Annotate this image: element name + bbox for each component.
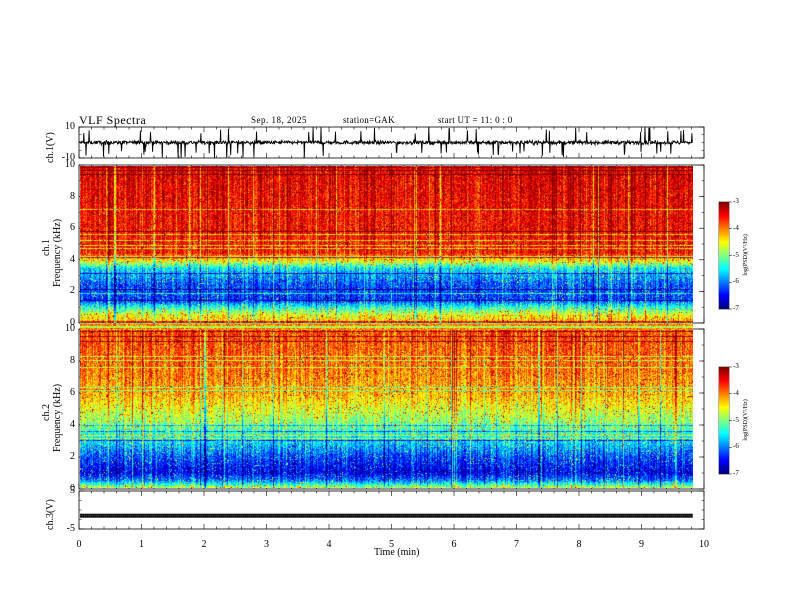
- x-tick-label: 5: [389, 539, 394, 550]
- y-tick-label: 0: [70, 317, 75, 328]
- x-tick-label: 10: [699, 539, 709, 550]
- ch2-colorbar-tick-label: -4: [733, 388, 739, 397]
- x-tick-label: 4: [326, 539, 332, 550]
- y-tick-label: 2: [70, 285, 75, 297]
- start-ut-label: start UT = 11: 0 : 0: [438, 115, 513, 125]
- y-tick-label: 10: [65, 121, 75, 132]
- ch1-ylabel: ch.1(V): [45, 131, 56, 163]
- x-tick-label: 8: [576, 539, 582, 550]
- station-label: station=GAK: [343, 115, 395, 125]
- ch1-colorbar-tick-label: -5: [733, 250, 739, 259]
- y-tick-label: 0: [70, 483, 75, 494]
- ch2-colorbar: [719, 367, 729, 474]
- x-tick-label: 7: [514, 539, 519, 550]
- y-tick-label: 8: [70, 355, 75, 366]
- x-tick-label: 3: [264, 539, 269, 550]
- ch1-ylabel-channel: ch.1: [41, 239, 52, 256]
- x-tick-label: 6: [451, 539, 457, 550]
- ch1-colorbar-tick-label: -7: [733, 304, 739, 312]
- ch2-colorbar-tick-label: -5: [733, 415, 739, 424]
- ch1-colorbar: [719, 202, 729, 309]
- y-tick-label: -10: [61, 152, 75, 163]
- y-tick-label: 10: [65, 159, 75, 170]
- ch2-colorbar-tick-label: -6: [733, 442, 739, 451]
- y-tick-label: 6: [70, 387, 75, 398]
- y-tick-label: 4: [70, 419, 75, 430]
- x-tick-label: 2: [201, 539, 207, 550]
- x-axis-label: Time (min): [374, 547, 420, 558]
- panel-frame-4: [78, 490, 705, 530]
- date-label: Sep. 18, 2025: [251, 115, 307, 125]
- x-tick-label: 9: [639, 539, 644, 550]
- x-tick-label: 0: [76, 539, 82, 550]
- ch2-colorbar-tick-label: -3: [733, 362, 739, 370]
- ch1-ylabel-frequency: Frequency (kHz): [52, 218, 63, 287]
- ch2-spectrogram-canvas: [80, 330, 693, 488]
- figure-title: VLF Spectra: [79, 113, 147, 127]
- y-tick-label: -5: [66, 523, 75, 534]
- ch1-spectrogram-canvas: [80, 166, 693, 331]
- y-tick-label: 5: [70, 485, 75, 496]
- ch1-colorbar-tick-label: -6: [733, 277, 739, 286]
- y-tick-label: 6: [70, 222, 75, 234]
- ch1-colorbar-tick-label: -3: [733, 197, 739, 205]
- ch1-waveform-line: [78, 127, 694, 158]
- y-tick-label: 8: [70, 190, 75, 202]
- ch3-ylabel: ch.3(V): [45, 499, 56, 530]
- y-tick-label: 2: [70, 451, 75, 462]
- ch2-colorbar-tick-label: -7: [733, 469, 739, 477]
- y-tick-label: 10: [65, 323, 75, 334]
- ch2-ylabel-frequency: Frequency (kHz): [52, 383, 63, 452]
- ch1-colorbar-label: log(PSD)(V²/Hz): [743, 233, 749, 276]
- y-tick-label: 4: [70, 253, 75, 265]
- ch2-ylabel-channel: ch.2: [41, 404, 52, 421]
- x-tick-label: 1: [139, 539, 144, 550]
- ch2-colorbar-label: log(PSD)(V²/Hz): [743, 398, 749, 441]
- ch1-colorbar-tick-label: -4: [733, 223, 739, 232]
